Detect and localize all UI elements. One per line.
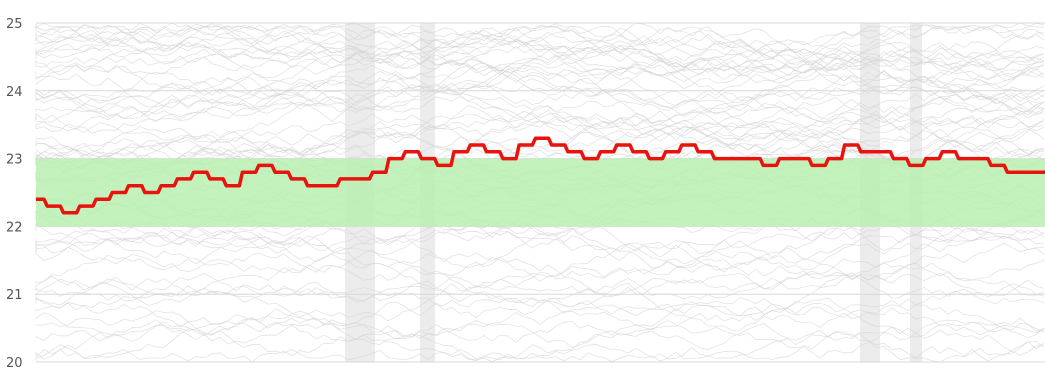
background-trace bbox=[35, 259, 1045, 358]
background-trace bbox=[35, 302, 1045, 356]
background-trace bbox=[35, 214, 1045, 299]
background-trace bbox=[35, 79, 1045, 143]
background-trace bbox=[35, 59, 1045, 122]
background-trace bbox=[35, 211, 1045, 281]
background-trace bbox=[35, 68, 1045, 134]
background-trace bbox=[35, 324, 1045, 362]
background-trace bbox=[35, 22, 1045, 72]
background-trace bbox=[35, 70, 1045, 156]
background-trace bbox=[35, 28, 1045, 91]
background-trace bbox=[35, 26, 1045, 97]
target-band bbox=[36, 158, 1045, 227]
background-trace bbox=[35, 93, 1045, 172]
background-trace bbox=[35, 224, 1045, 331]
background-trace bbox=[35, 22, 1045, 64]
y-tick-label: 23 bbox=[6, 153, 23, 168]
background-trace bbox=[35, 222, 1045, 261]
background-trace bbox=[35, 49, 1045, 113]
background-trace bbox=[35, 55, 1045, 107]
y-axis-tick-labels: 20 21 22 23 24 25 bbox=[6, 17, 23, 370]
background-trace bbox=[35, 293, 1045, 359]
y-tick-label: 21 bbox=[6, 288, 23, 303]
y-tick-label: 20 bbox=[6, 356, 23, 370]
background-trace bbox=[35, 64, 1045, 154]
background-trace bbox=[35, 199, 1045, 303]
background-trace bbox=[35, 25, 1045, 77]
target-band-rect bbox=[36, 158, 1045, 227]
background-trace bbox=[35, 75, 1045, 130]
background-trace bbox=[35, 208, 1045, 281]
y-tick-label: 22 bbox=[6, 220, 23, 235]
y-tick-label: 25 bbox=[6, 17, 23, 32]
background-trace bbox=[35, 310, 1045, 363]
background-trace bbox=[35, 23, 1045, 74]
background-trace bbox=[35, 22, 1044, 59]
background-trace bbox=[35, 59, 1045, 106]
background-trace bbox=[35, 110, 1045, 176]
background-trace bbox=[35, 22, 1045, 123]
background-trace bbox=[35, 262, 1045, 363]
y-tick-label: 24 bbox=[6, 85, 23, 100]
background-trace bbox=[35, 26, 1045, 79]
background-trace bbox=[35, 285, 1045, 339]
background-trace bbox=[35, 114, 1045, 167]
background-trace bbox=[35, 105, 1045, 161]
series-line bbox=[36, 136, 1045, 215]
background-trace bbox=[35, 272, 1045, 333]
background-trace bbox=[35, 310, 1045, 363]
series-group bbox=[36, 136, 1045, 215]
background-trace bbox=[35, 198, 1045, 291]
